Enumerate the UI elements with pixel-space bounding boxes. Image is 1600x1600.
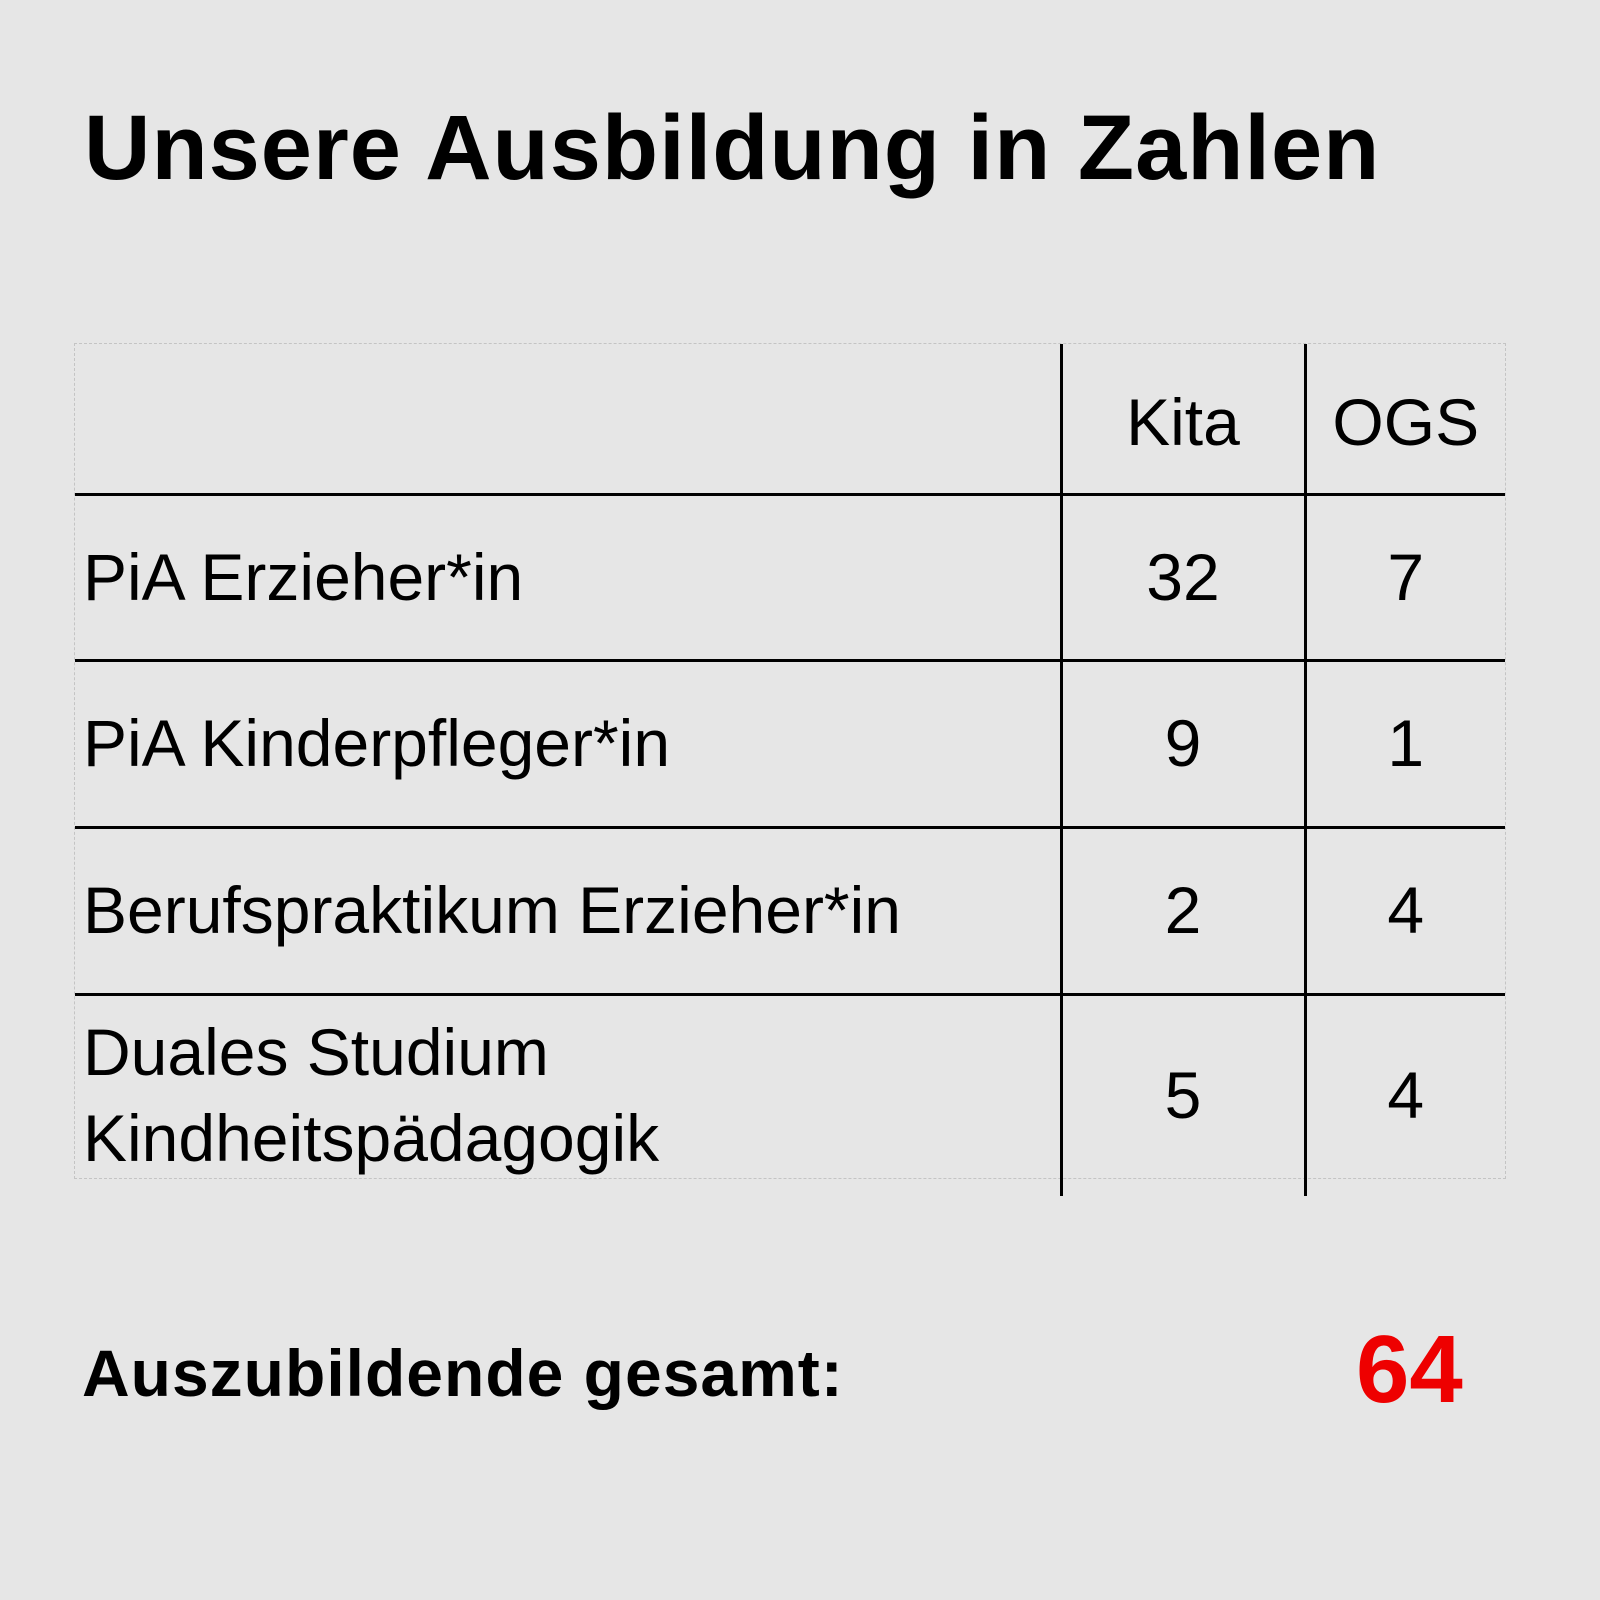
cell-ogs: 4 <box>1303 993 1505 1196</box>
table-row: Berufspraktikum Erzieher*in 2 4 <box>75 826 1505 995</box>
cell-kita: 5 <box>1059 993 1305 1196</box>
row-label: PiA Erzieher*in <box>75 493 1061 661</box>
row-label-line1: Duales Studium <box>83 1015 549 1090</box>
cell-kita: 9 <box>1059 659 1305 828</box>
cell-kita: 32 <box>1059 493 1305 661</box>
row-label-line2: Kindheitspädagogik <box>83 1101 660 1175</box>
table-row: PiA Kinderpfleger*in 9 1 <box>75 659 1505 828</box>
cell-ogs: 4 <box>1303 826 1505 995</box>
cell-kita: 2 <box>1059 826 1305 995</box>
row-label: Berufspraktikum Erzieher*in <box>75 826 1061 995</box>
header-ogs: OGS <box>1303 344 1505 495</box>
training-statistics-table: Kita OGS PiA Erzieher*in 32 7 PiA Kinder… <box>74 343 1506 1196</box>
stats-table: Kita OGS PiA Erzieher*in 32 7 PiA Kinder… <box>75 344 1505 1196</box>
cell-ogs: 1 <box>1303 659 1505 828</box>
table-row: PiA Erzieher*in 32 7 <box>75 493 1505 661</box>
total-label: Auszubildende gesamt: <box>82 1336 844 1410</box>
row-label: PiA Kinderpfleger*in <box>75 659 1061 828</box>
header-empty-cell <box>75 344 1061 495</box>
cell-ogs: 7 <box>1303 493 1505 661</box>
row-label: Duales Studium Kindheitspädagogik <box>75 993 1061 1196</box>
table-row: Duales Studium Kindheitspädagogik 5 4 <box>75 993 1505 1196</box>
header-kita: Kita <box>1059 344 1305 495</box>
page-title: Unsere Ausbildung in Zahlen <box>84 97 1381 199</box>
table-header-row: Kita OGS <box>75 344 1505 495</box>
total-value: 64 <box>1356 1316 1463 1423</box>
